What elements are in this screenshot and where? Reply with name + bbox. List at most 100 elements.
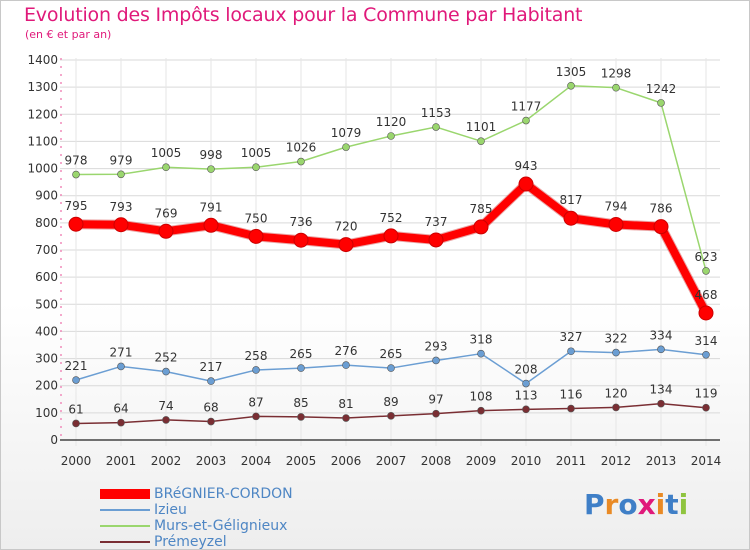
data-point <box>252 163 260 172</box>
data-point <box>207 417 215 426</box>
data-point <box>612 83 620 92</box>
data-point <box>203 217 219 233</box>
data-point <box>428 232 444 248</box>
data-point <box>252 412 260 421</box>
data-label: 217 <box>200 360 223 374</box>
y-tick-label: 200 <box>35 379 58 393</box>
data-label: 752 <box>380 211 403 225</box>
x-tick-label: 2005 <box>286 454 317 468</box>
data-point <box>477 349 485 358</box>
data-label: 318 <box>470 333 493 347</box>
data-label: 1305 <box>556 65 587 79</box>
data-point <box>293 232 309 248</box>
data-label: 120 <box>605 386 628 400</box>
data-label: 327 <box>560 330 583 344</box>
y-tick-label: 1300 <box>27 80 58 94</box>
data-label: 1120 <box>376 115 407 129</box>
x-tick-label: 2007 <box>376 454 407 468</box>
data-label: 271 <box>110 345 133 359</box>
data-point <box>387 364 395 372</box>
y-tick-label: 1000 <box>27 162 58 176</box>
data-label: 89 <box>383 395 398 409</box>
data-point <box>68 216 84 232</box>
data-label: 113 <box>515 388 538 402</box>
data-label: 1026 <box>286 141 317 155</box>
data-point <box>252 366 260 374</box>
data-label: 322 <box>605 332 628 346</box>
logo-letter: i <box>655 488 666 521</box>
data-label: 793 <box>110 200 133 214</box>
data-label: 794 <box>605 199 628 213</box>
chart-legend: BRéGNIER-CORDON Izieu Murs-et-Gélignieux Pr… <box>100 486 400 550</box>
data-point <box>432 409 440 418</box>
data-label: 265 <box>380 347 403 361</box>
y-tick-label: 1400 <box>27 53 58 67</box>
data-point <box>702 267 710 275</box>
data-label: 334 <box>650 328 673 342</box>
legend-swatch <box>100 509 150 511</box>
data-point <box>387 412 395 420</box>
data-point <box>612 403 620 412</box>
legend-label: BRéGNIER-CORDON <box>154 486 293 502</box>
data-label: 791 <box>200 200 223 214</box>
data-label: 468 <box>695 288 718 302</box>
data-point <box>162 416 170 424</box>
data-point <box>612 348 620 357</box>
legend-swatch <box>100 489 150 499</box>
data-label: 769 <box>155 206 178 220</box>
data-point <box>162 367 170 376</box>
x-tick-label: 2003 <box>196 454 227 468</box>
data-point <box>297 364 305 372</box>
data-label: 817 <box>560 193 583 207</box>
data-label: 736 <box>290 215 313 229</box>
x-tick-label: 2006 <box>331 454 362 468</box>
data-label: 785 <box>470 202 493 216</box>
logo-letter: x <box>637 488 656 521</box>
data-point <box>117 170 125 179</box>
data-point <box>563 210 579 226</box>
logo-letter: o <box>618 488 638 521</box>
legend-swatch <box>100 525 150 527</box>
x-tick-label: 2008 <box>421 454 452 468</box>
x-tick-label: 2000 <box>61 454 92 468</box>
data-label: 1242 <box>646 82 677 96</box>
data-label: 1005 <box>151 146 182 160</box>
data-label: 1005 <box>241 146 272 160</box>
data-point <box>383 228 399 244</box>
y-tick-label: 0 <box>50 433 58 447</box>
data-point <box>117 362 125 371</box>
data-point <box>657 399 665 408</box>
data-label: 1079 <box>331 126 362 140</box>
data-point <box>113 217 129 233</box>
data-label: 74 <box>158 399 173 413</box>
data-label: 87 <box>248 395 263 409</box>
data-label: 68 <box>203 401 218 415</box>
data-label: 978 <box>65 154 88 168</box>
x-tick-label: 2010 <box>511 454 542 468</box>
y-tick-label: 400 <box>35 324 58 338</box>
data-point <box>297 413 305 421</box>
data-point <box>567 404 575 413</box>
data-point <box>522 379 530 388</box>
data-point <box>698 305 714 321</box>
legend-label: Prémeyzel <box>154 534 227 550</box>
x-tick-label: 2001 <box>106 454 137 468</box>
y-tick-label: 600 <box>35 270 58 284</box>
data-point <box>522 405 530 414</box>
data-label: 81 <box>338 397 353 411</box>
data-label: 85 <box>293 396 308 410</box>
chart-subtitle: (en € et par an) <box>25 28 112 41</box>
data-label: 795 <box>65 199 88 213</box>
legend-item: Izieu <box>100 502 400 518</box>
proxiti-logo: Proxiti <box>584 488 688 521</box>
data-point <box>117 418 125 427</box>
data-label: 998 <box>200 148 223 162</box>
data-label: 1298 <box>601 67 632 81</box>
chart-title: Evolution des Impôts locaux pour la Comm… <box>24 4 583 26</box>
data-point <box>432 356 440 365</box>
data-point <box>567 81 575 90</box>
x-tick-label: 2013 <box>646 454 677 468</box>
data-point <box>657 345 665 354</box>
data-point <box>473 219 489 235</box>
legend-item: Murs-et-Gélignieux <box>100 518 400 534</box>
